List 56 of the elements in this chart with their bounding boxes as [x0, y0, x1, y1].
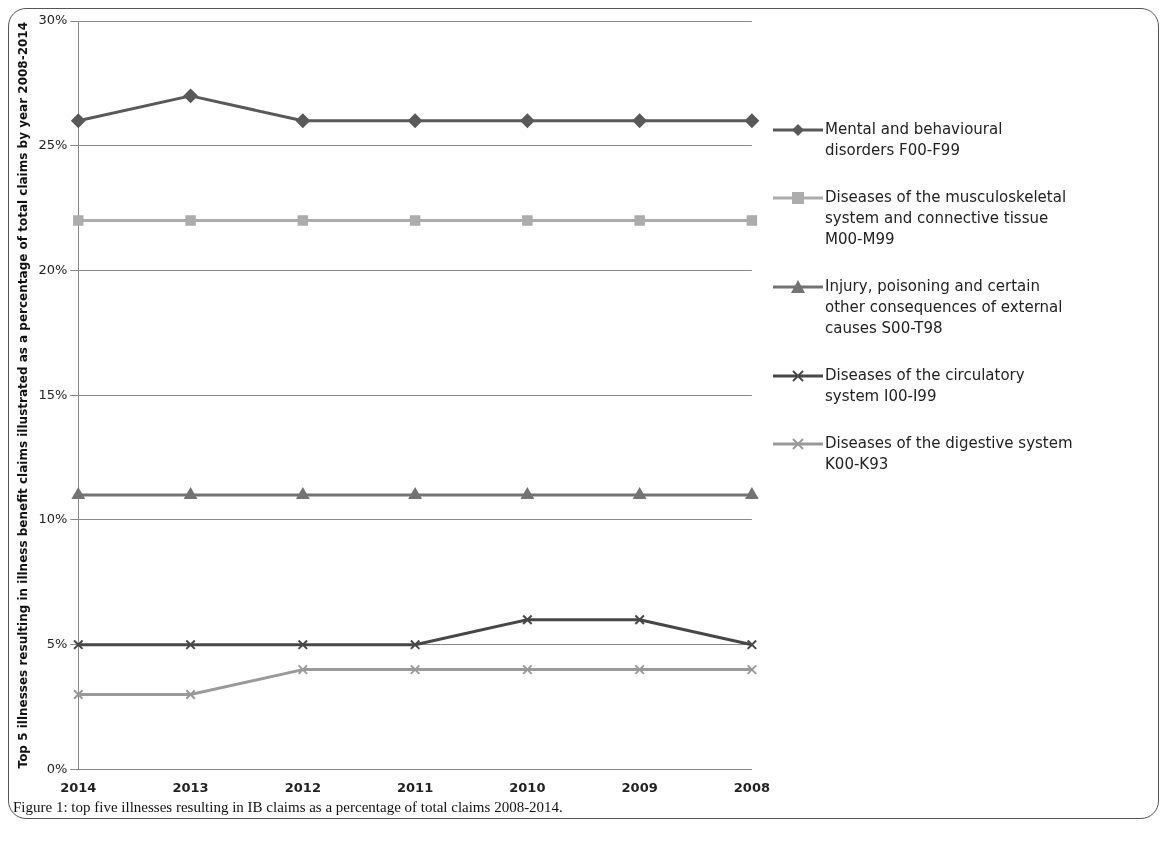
x-tick-label: 2014: [60, 779, 97, 795]
point: [409, 215, 421, 226]
legend-label: Mental and behavioural disorders F00-F99: [825, 119, 1004, 161]
x-tick-label: 2012: [284, 779, 321, 795]
x-tick-label: 2009: [621, 779, 658, 795]
y-tick-label: 0%: [46, 760, 68, 776]
point: [72, 487, 85, 499]
y-axis-title: Top 5 illnesses resulting in illness benefit claims illustrated as a percentage of total claims by year 2008-2014: [16, 21, 31, 769]
x-tick-label: 2010: [509, 779, 546, 795]
point: [746, 639, 758, 650]
legend-label: Injury, poisoning and certain other consequences of external causes S00-T98: [825, 276, 1064, 339]
point: [71, 113, 86, 128]
point: [745, 487, 759, 499]
legend-label: Diseases of the digestive system K00-K93: [825, 433, 1074, 475]
y-tick-label: 10%: [38, 511, 68, 527]
point: [632, 113, 647, 128]
y-tick-label: 30%: [38, 12, 68, 28]
point: [522, 664, 533, 675]
y-tick-label: 15%: [38, 386, 68, 402]
point: [522, 215, 533, 226]
point: [297, 215, 309, 226]
point: [73, 639, 84, 650]
point: [746, 215, 758, 226]
point: [297, 664, 309, 675]
point: [744, 113, 759, 128]
point: [183, 88, 198, 103]
point: [746, 664, 758, 675]
point: [295, 113, 310, 128]
point: [634, 614, 645, 625]
point: [633, 487, 646, 499]
x-tick-label: 2013: [172, 779, 209, 795]
x-tick-label: 2011: [397, 779, 434, 795]
legend-label: Diseases of the musculoskeletal system and connective tissue M00-M99: [825, 187, 1068, 250]
x-tick-label: 2008: [733, 779, 770, 795]
point: [409, 664, 421, 675]
point: [409, 639, 421, 650]
caption: Figure 1: top five illnesses resulting in IB claims as a percentage of total claims 2008-2014.: [13, 799, 564, 816]
point: [296, 487, 310, 499]
point: [297, 639, 309, 650]
point: [634, 664, 645, 675]
point: [185, 689, 196, 700]
point: [522, 614, 533, 625]
point: [73, 689, 84, 700]
point: [185, 215, 196, 226]
point: [408, 113, 423, 128]
point: [184, 487, 197, 499]
point: [521, 487, 534, 499]
point: [73, 215, 84, 226]
y-tick-label: 20%: [38, 261, 68, 277]
legend-label: Diseases of the circulatory system I00-I99: [825, 365, 1026, 407]
y-tick-label: 25%: [38, 137, 68, 153]
point: [408, 487, 422, 499]
point: [634, 215, 645, 226]
point: [520, 113, 535, 128]
y-tick-label: 5%: [46, 636, 68, 652]
point: [185, 639, 196, 650]
